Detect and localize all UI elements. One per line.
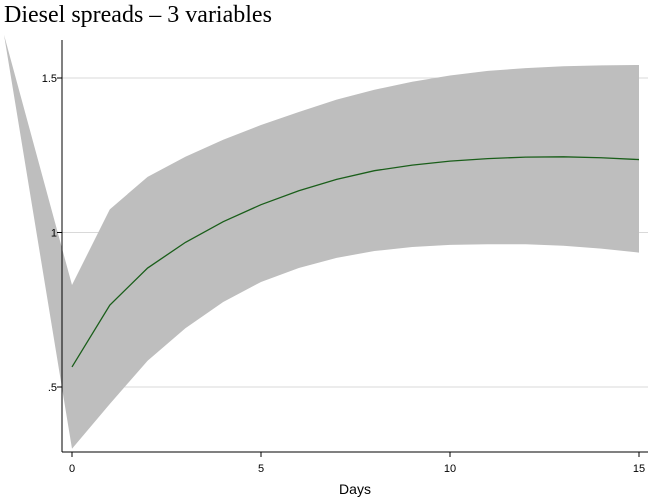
series-lines <box>71 156 640 368</box>
y-ticks: .5 1 1.5 <box>42 73 62 394</box>
y-tick-label-0: .5 <box>48 382 57 394</box>
x-axis-label: Days <box>339 481 371 497</box>
chart-title: Diesel spreads – 3 variables <box>4 2 272 28</box>
x-tick-label-0: 0 <box>69 463 75 475</box>
y-tick-label-2: 1.5 <box>42 73 57 85</box>
x-tick-label-3: 15 <box>633 463 645 475</box>
band-area <box>4 34 639 449</box>
x-ticks: 0 5 10 15 <box>69 452 645 475</box>
x-tick-label-1: 5 <box>258 463 264 475</box>
confidence-band <box>4 34 639 449</box>
series-line-0 <box>71 156 640 368</box>
y-tick-label-1: 1 <box>51 228 57 240</box>
x-tick-label-2: 10 <box>444 463 456 475</box>
axes <box>61 40 648 453</box>
